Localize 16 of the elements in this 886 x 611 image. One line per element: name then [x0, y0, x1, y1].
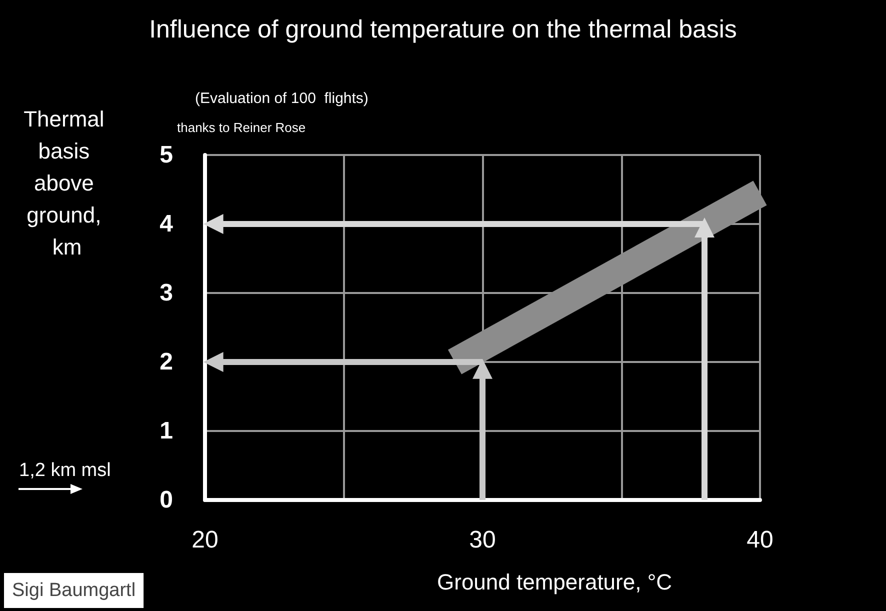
y-tick-label: 3: [160, 280, 173, 306]
chart-title: Influence of ground temperature on the thermal basis: [149, 16, 737, 44]
text: Sigi Baumgartl: [12, 580, 136, 601]
chart-subtitle: (Evaluation of 100 flights): [195, 90, 368, 107]
x-tick-label: 40: [746, 526, 774, 554]
y-tick-label: 0: [160, 486, 173, 514]
y-tick-label: 5: [160, 142, 173, 168]
x-tick-label: 20: [192, 526, 218, 554]
x-axis-title: Ground temperature, °C: [437, 570, 672, 594]
y-tick-label: 1: [160, 418, 173, 444]
y-axis-title: Thermal basis above ground, km: [24, 106, 110, 260]
y-tick-label: 4: [160, 210, 174, 238]
x-tick-label: 30: [469, 526, 496, 554]
text: thanks to Reiner Rose: [177, 120, 306, 135]
text: 1,2 km msl: [19, 460, 111, 481]
y-tick-label: 2: [160, 348, 173, 376]
